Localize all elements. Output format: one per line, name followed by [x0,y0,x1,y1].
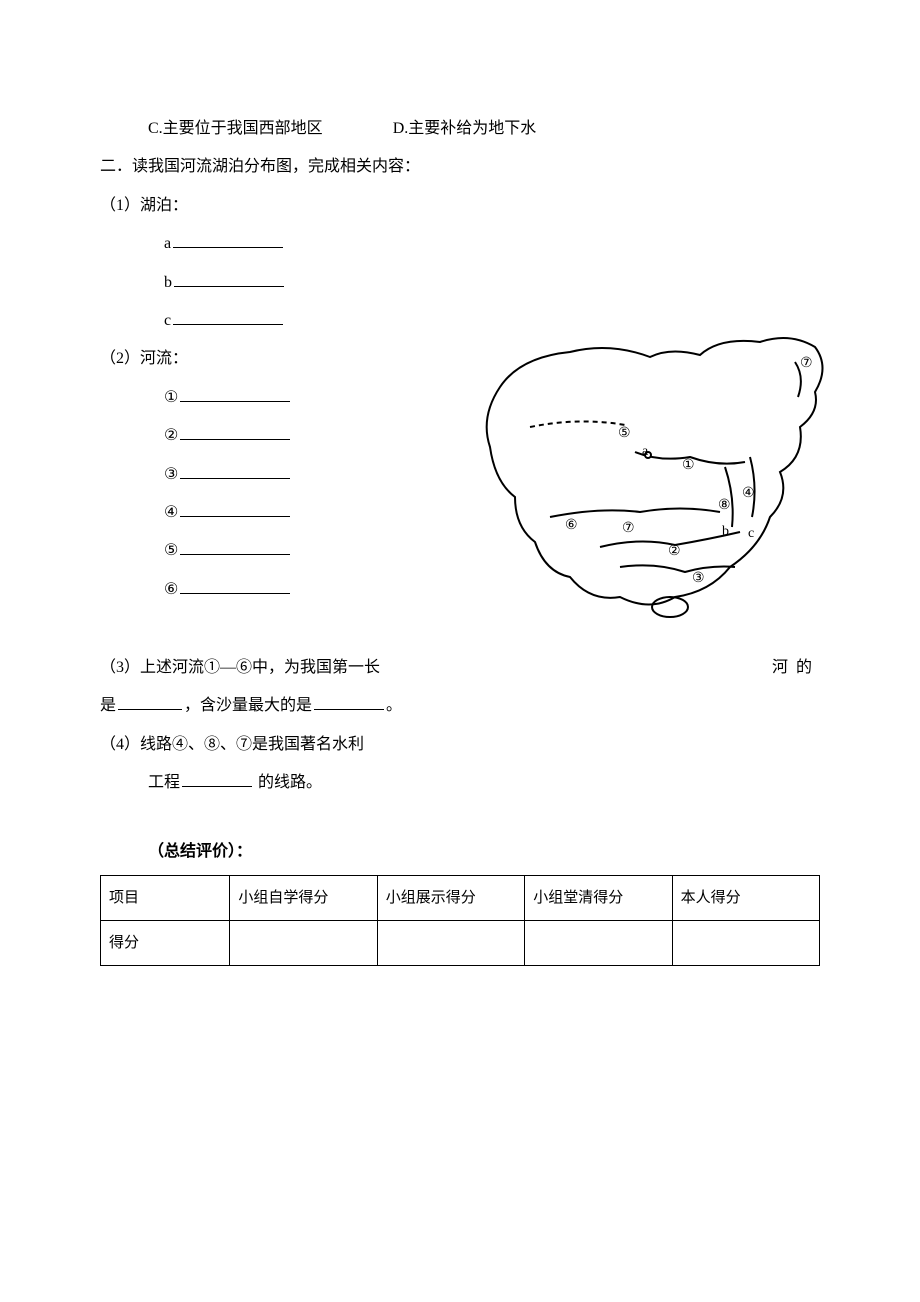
q4-line1: （4）线路④、⑧、⑦是我国著名水利 [100,726,820,764]
table-header: 项目 [101,876,230,921]
q4-line2: 工程 的线路。 [100,764,820,802]
map-label-a: a [642,435,648,469]
section-2-title: 二．读我国河流湖泊分布图，完成相关内容： [100,148,820,186]
option-c: C.主要位于我国西部地区 [148,110,323,148]
table-row: 项目 小组自学得分 小组展示得分 小组堂清得分 本人得分 [101,876,820,921]
table-header: 小组堂清得分 [525,876,672,921]
table-cell: 得分 [101,921,230,966]
table-cell [230,921,377,966]
map-label-1: ① [682,449,695,483]
map-label-b: b [722,515,729,549]
table-row: 得分 [101,921,820,966]
map-label-3: ③ [692,562,705,596]
table-cell [377,921,524,966]
table-cell [672,921,819,966]
q3-line2: 是，含沙量最大的是。 [100,687,820,725]
summary-table: 项目 小组自学得分 小组展示得分 小组堂清得分 本人得分 得分 [100,875,820,966]
option-d: D.主要补给为地下水 [393,110,537,148]
table-header: 小组展示得分 [377,876,524,921]
map-label-2: ② [668,535,681,569]
table-cell [525,921,672,966]
map-label-7b: ⑦ [622,512,635,546]
q1-item-a: a [100,225,820,263]
map-label-4: ④ [742,477,755,511]
map-label-7a: ⑦ [800,347,813,381]
q1-label: （1）湖泊： [100,187,820,225]
q1-item-b: b [100,264,820,302]
summary-title: （总结评价）： [100,833,820,871]
china-map: ⑦ ⑤ a ① ⑥ ⑦ ② ⑧ ④ b c ③ [460,317,840,637]
map-label-6: ⑥ [565,509,578,543]
q3-line1: （3）上述河流①—⑥中，为我国第一长 河的 [100,649,820,687]
map-label-5: ⑤ [618,417,631,451]
table-header: 本人得分 [672,876,819,921]
map-label-c: c [748,517,754,551]
table-header: 小组自学得分 [230,876,377,921]
